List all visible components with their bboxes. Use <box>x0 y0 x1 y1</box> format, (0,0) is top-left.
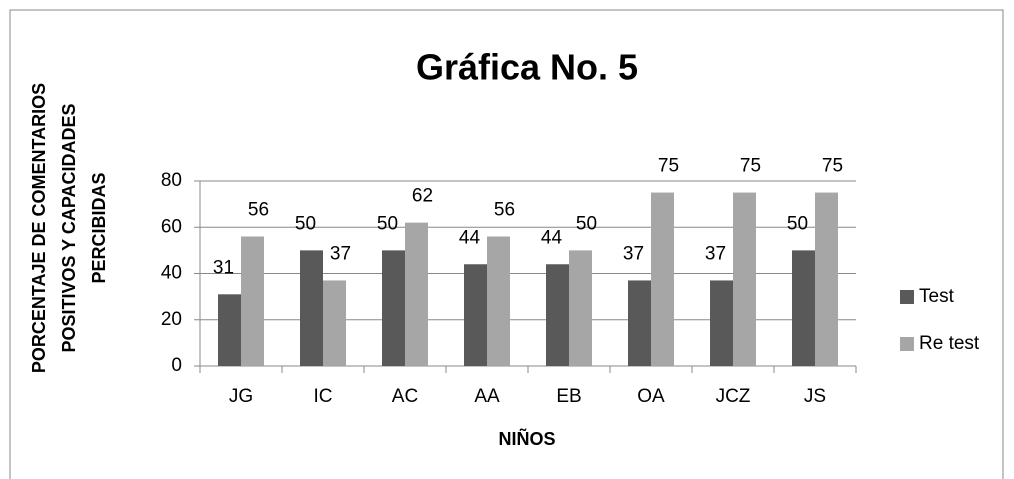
y-tick-label: 60 <box>161 216 182 237</box>
bar <box>218 294 241 366</box>
y-axis-label-line: PERCIBIDAS <box>89 172 109 283</box>
bar <box>323 280 346 366</box>
bar <box>792 250 815 366</box>
data-label: 75 <box>658 156 679 177</box>
y-axis-label: PORCENTAJE DE COMENTARIOS POSITIVOS Y CA… <box>29 83 109 373</box>
data-label: 62 <box>412 186 433 207</box>
data-label: 75 <box>822 156 843 177</box>
data-label: 50 <box>295 213 316 234</box>
data-label: 44 <box>541 227 563 248</box>
bar <box>382 250 405 366</box>
x-axis-label: NIÑOS <box>498 428 555 449</box>
bar <box>651 192 674 366</box>
x-tick-label: IC <box>314 386 333 407</box>
bar <box>546 264 569 366</box>
data-label: 50 <box>787 213 808 234</box>
legend-label: Re test <box>919 333 980 354</box>
data-label: 50 <box>377 213 398 234</box>
bar <box>815 192 838 366</box>
x-tick-label: JCZ <box>716 386 751 407</box>
data-label: 37 <box>330 243 351 264</box>
y-axis-label-line: POSITIVOS Y CAPACIDADES <box>59 103 79 352</box>
y-tick-label: 80 <box>161 170 182 191</box>
data-label: 37 <box>705 243 726 264</box>
legend-swatch <box>900 290 914 304</box>
legend-label: Test <box>919 286 955 307</box>
bar <box>710 280 733 366</box>
data-label: 56 <box>248 200 269 221</box>
y-tick-label: 0 <box>171 355 182 376</box>
bar <box>300 250 323 366</box>
y-axis-label-line: PORCENTAJE DE COMENTARIOS <box>29 83 49 373</box>
bar <box>487 236 510 366</box>
bar <box>241 236 264 366</box>
data-label: 44 <box>459 227 481 248</box>
data-label: 75 <box>740 156 761 177</box>
bar <box>628 280 651 366</box>
bar <box>464 264 487 366</box>
legend-swatch <box>900 337 914 351</box>
x-tick-label: JS <box>804 386 826 407</box>
chart-title: Gráfica No. 5 <box>416 47 638 88</box>
y-tick-label: 20 <box>161 309 182 330</box>
x-tick-label: JG <box>229 386 253 407</box>
y-tick-label: 40 <box>161 263 182 284</box>
x-tick-label: OA <box>637 386 665 407</box>
bar <box>733 192 756 366</box>
data-label: 56 <box>494 200 515 221</box>
data-label: 50 <box>576 213 597 234</box>
x-tick-label: AA <box>474 386 500 407</box>
x-tick-label: AC <box>392 386 418 407</box>
x-tick-label: EB <box>556 386 581 407</box>
data-label: 37 <box>623 243 644 264</box>
bar <box>405 222 428 366</box>
data-label: 31 <box>213 257 234 278</box>
bar <box>569 250 592 366</box>
